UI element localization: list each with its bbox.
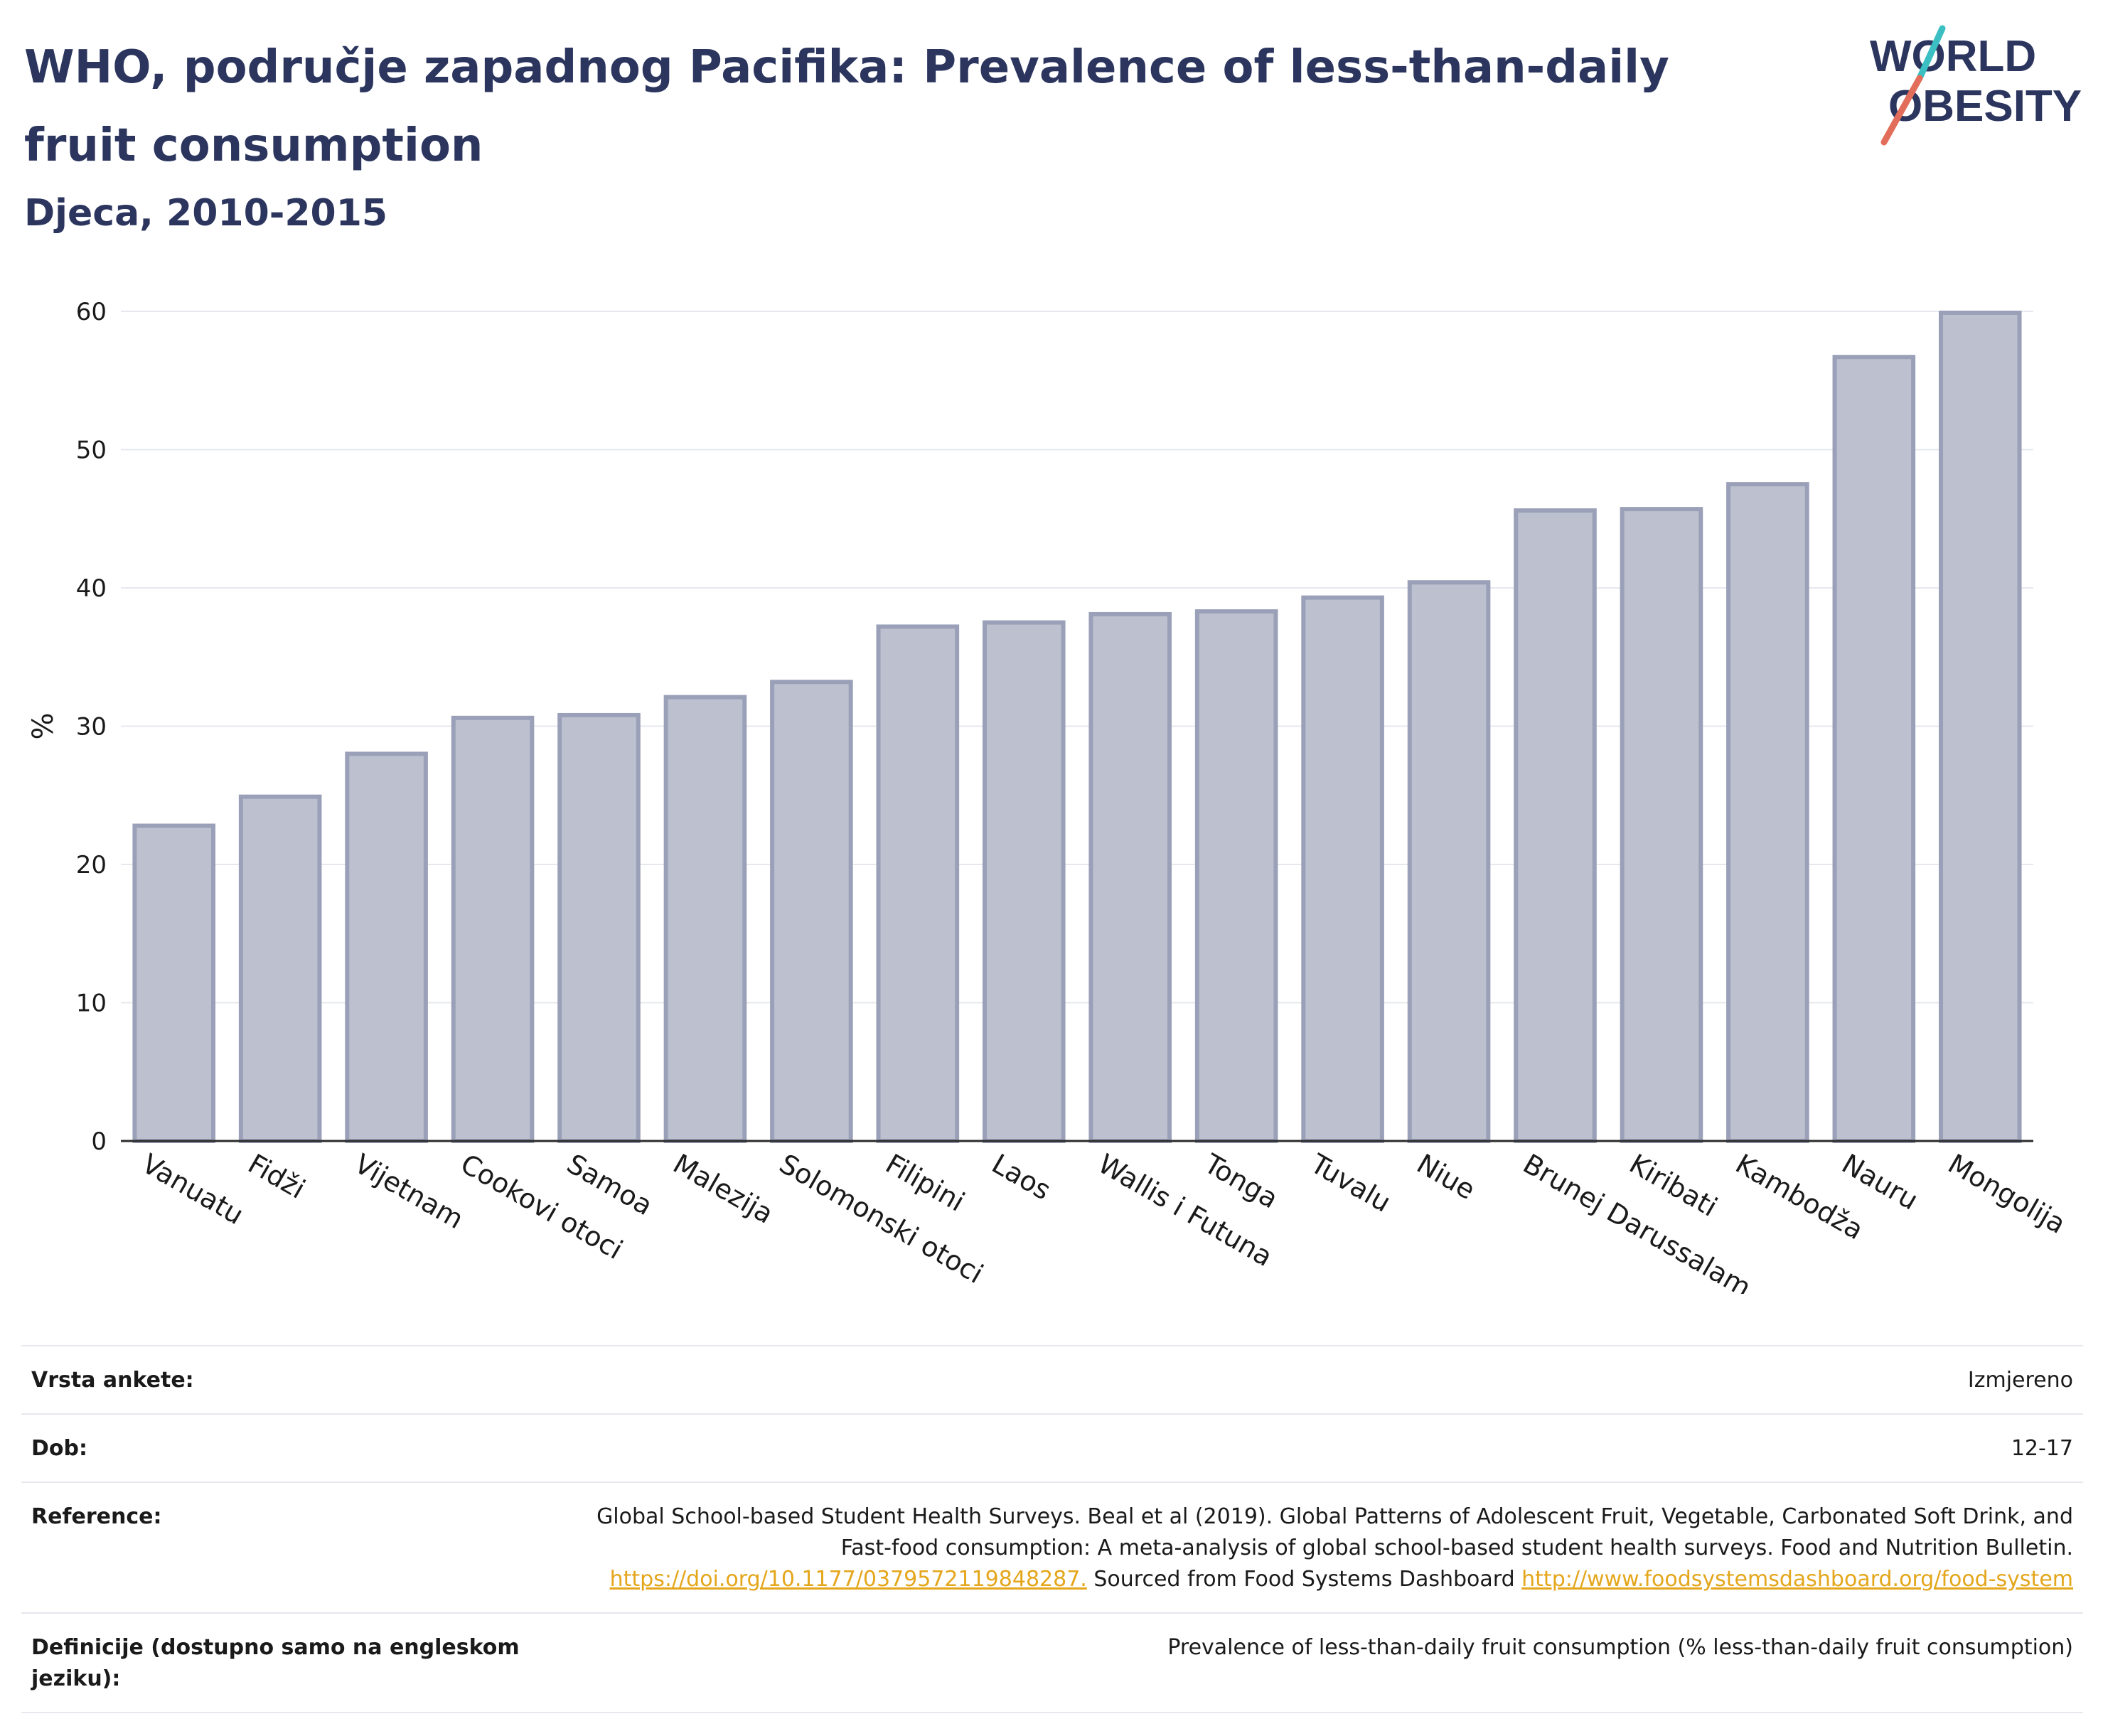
age-value: 12-17 bbox=[2011, 1436, 2073, 1461]
x-tick-label: Fidži bbox=[243, 1148, 311, 1205]
bar-kambodža bbox=[1726, 482, 1809, 1143]
bar-solomonski-otoci bbox=[770, 680, 853, 1143]
reference-value: Global School-based Student Health Surve… bbox=[543, 1501, 2073, 1595]
definition-label: Definicije (dostupno samo na engleskom j… bbox=[31, 1635, 520, 1691]
reference-doi-link[interactable]: https://doi.org/10.1177/0379572119848287… bbox=[609, 1567, 1087, 1592]
age-row: Dob: 12-17 bbox=[21, 1413, 2083, 1482]
bar-fidži bbox=[238, 794, 322, 1143]
age-label: Dob: bbox=[31, 1436, 87, 1461]
page-title: WHO, područje zapadnog Pacifika: Prevale… bbox=[24, 41, 1669, 172]
page-subtitle: Djeca, 2010-2015 bbox=[24, 192, 388, 235]
y-tick-label: 10 bbox=[76, 990, 107, 1018]
y-tick-label: 60 bbox=[76, 298, 107, 326]
definition-row: Definicije (dostupno samo na engleskom j… bbox=[21, 1612, 2083, 1713]
logo-line1: WORLD bbox=[1870, 32, 2036, 81]
x-tick-label: Mongolija bbox=[1943, 1148, 2071, 1240]
reference-text: Global School-based Student Health Surve… bbox=[596, 1504, 2073, 1560]
bar-vanuatu bbox=[132, 823, 216, 1143]
x-tick-label: Nauru bbox=[1836, 1148, 1923, 1216]
bar-niue bbox=[1407, 580, 1491, 1144]
bar-chart: 0 10 20 30 40 50 60 Vanuatu Fidži Vijetnam Cookovi… bbox=[0, 270, 2103, 1294]
bar-laos bbox=[982, 620, 1066, 1143]
y-axis-label: % bbox=[27, 712, 60, 739]
y-tick-label: 0 bbox=[91, 1127, 107, 1156]
bars bbox=[132, 310, 2022, 1144]
world-obesity-logo: WORLD OBESITY bbox=[1863, 21, 2090, 149]
reference-mid-text: Sourced from Food Systems Dashboard bbox=[1086, 1567, 1522, 1592]
bar-kiribati bbox=[1620, 507, 1703, 1143]
bar-tuvalu bbox=[1301, 595, 1384, 1143]
reference-label: Reference: bbox=[31, 1504, 162, 1529]
x-tick-label: Vijetnam bbox=[349, 1148, 469, 1236]
reference-row: Reference: Global School-based Student H… bbox=[21, 1482, 2083, 1612]
x-tick-label: Laos bbox=[987, 1148, 1056, 1206]
logo-slash-teal bbox=[1916, 25, 1946, 82]
survey-type-value: Izmjereno bbox=[1967, 1368, 2073, 1393]
y-tick-label: 20 bbox=[76, 851, 107, 879]
reference-dashboard-link[interactable]: http://www.foodsystemsdashboard.org/food… bbox=[1521, 1567, 2073, 1592]
bar-cookovi-otoci bbox=[451, 715, 535, 1143]
bar-tonga bbox=[1194, 609, 1278, 1143]
y-tick-label: 40 bbox=[76, 574, 107, 603]
grid-lines bbox=[121, 311, 2033, 1004]
bar-mongolija bbox=[1938, 310, 2022, 1144]
x-tick-label: Tuvalu bbox=[1305, 1147, 1396, 1218]
bar-vijetnam bbox=[345, 751, 428, 1143]
info-table: Vrsta ankete: Izmjereno Dob: 12-17 Refer… bbox=[21, 1345, 2083, 1713]
logo-slash-coral bbox=[1880, 75, 1923, 146]
x-tick-label: Malezija bbox=[668, 1148, 778, 1230]
x-tick-label: Vanuatu bbox=[137, 1148, 249, 1231]
bar-wallis-i-futuna bbox=[1088, 611, 1172, 1143]
x-tick-label: Tonga bbox=[1199, 1147, 1283, 1214]
y-tick-label: 30 bbox=[76, 713, 107, 741]
y-tick-label: 50 bbox=[76, 436, 107, 465]
bar-brunej-darussalam bbox=[1514, 508, 1597, 1143]
survey-type-label: Vrsta ankete: bbox=[31, 1368, 194, 1393]
definition-value: Prevalence of less-than-daily fruit cons… bbox=[1167, 1635, 2073, 1660]
bar-filipini bbox=[876, 624, 960, 1143]
bar-nauru bbox=[1832, 355, 1916, 1143]
x-tick-label: Wallis i Futuna bbox=[1093, 1148, 1278, 1273]
bar-malezija bbox=[663, 695, 747, 1143]
x-tick-label: Niue bbox=[1412, 1148, 1481, 1206]
bar-samoa bbox=[557, 712, 641, 1143]
logo-line2: OBESITY bbox=[1888, 82, 2082, 131]
survey-type-row: Vrsta ankete: Izmjereno bbox=[21, 1345, 2083, 1413]
x-tick-label: Solomonski otoci bbox=[774, 1148, 989, 1290]
